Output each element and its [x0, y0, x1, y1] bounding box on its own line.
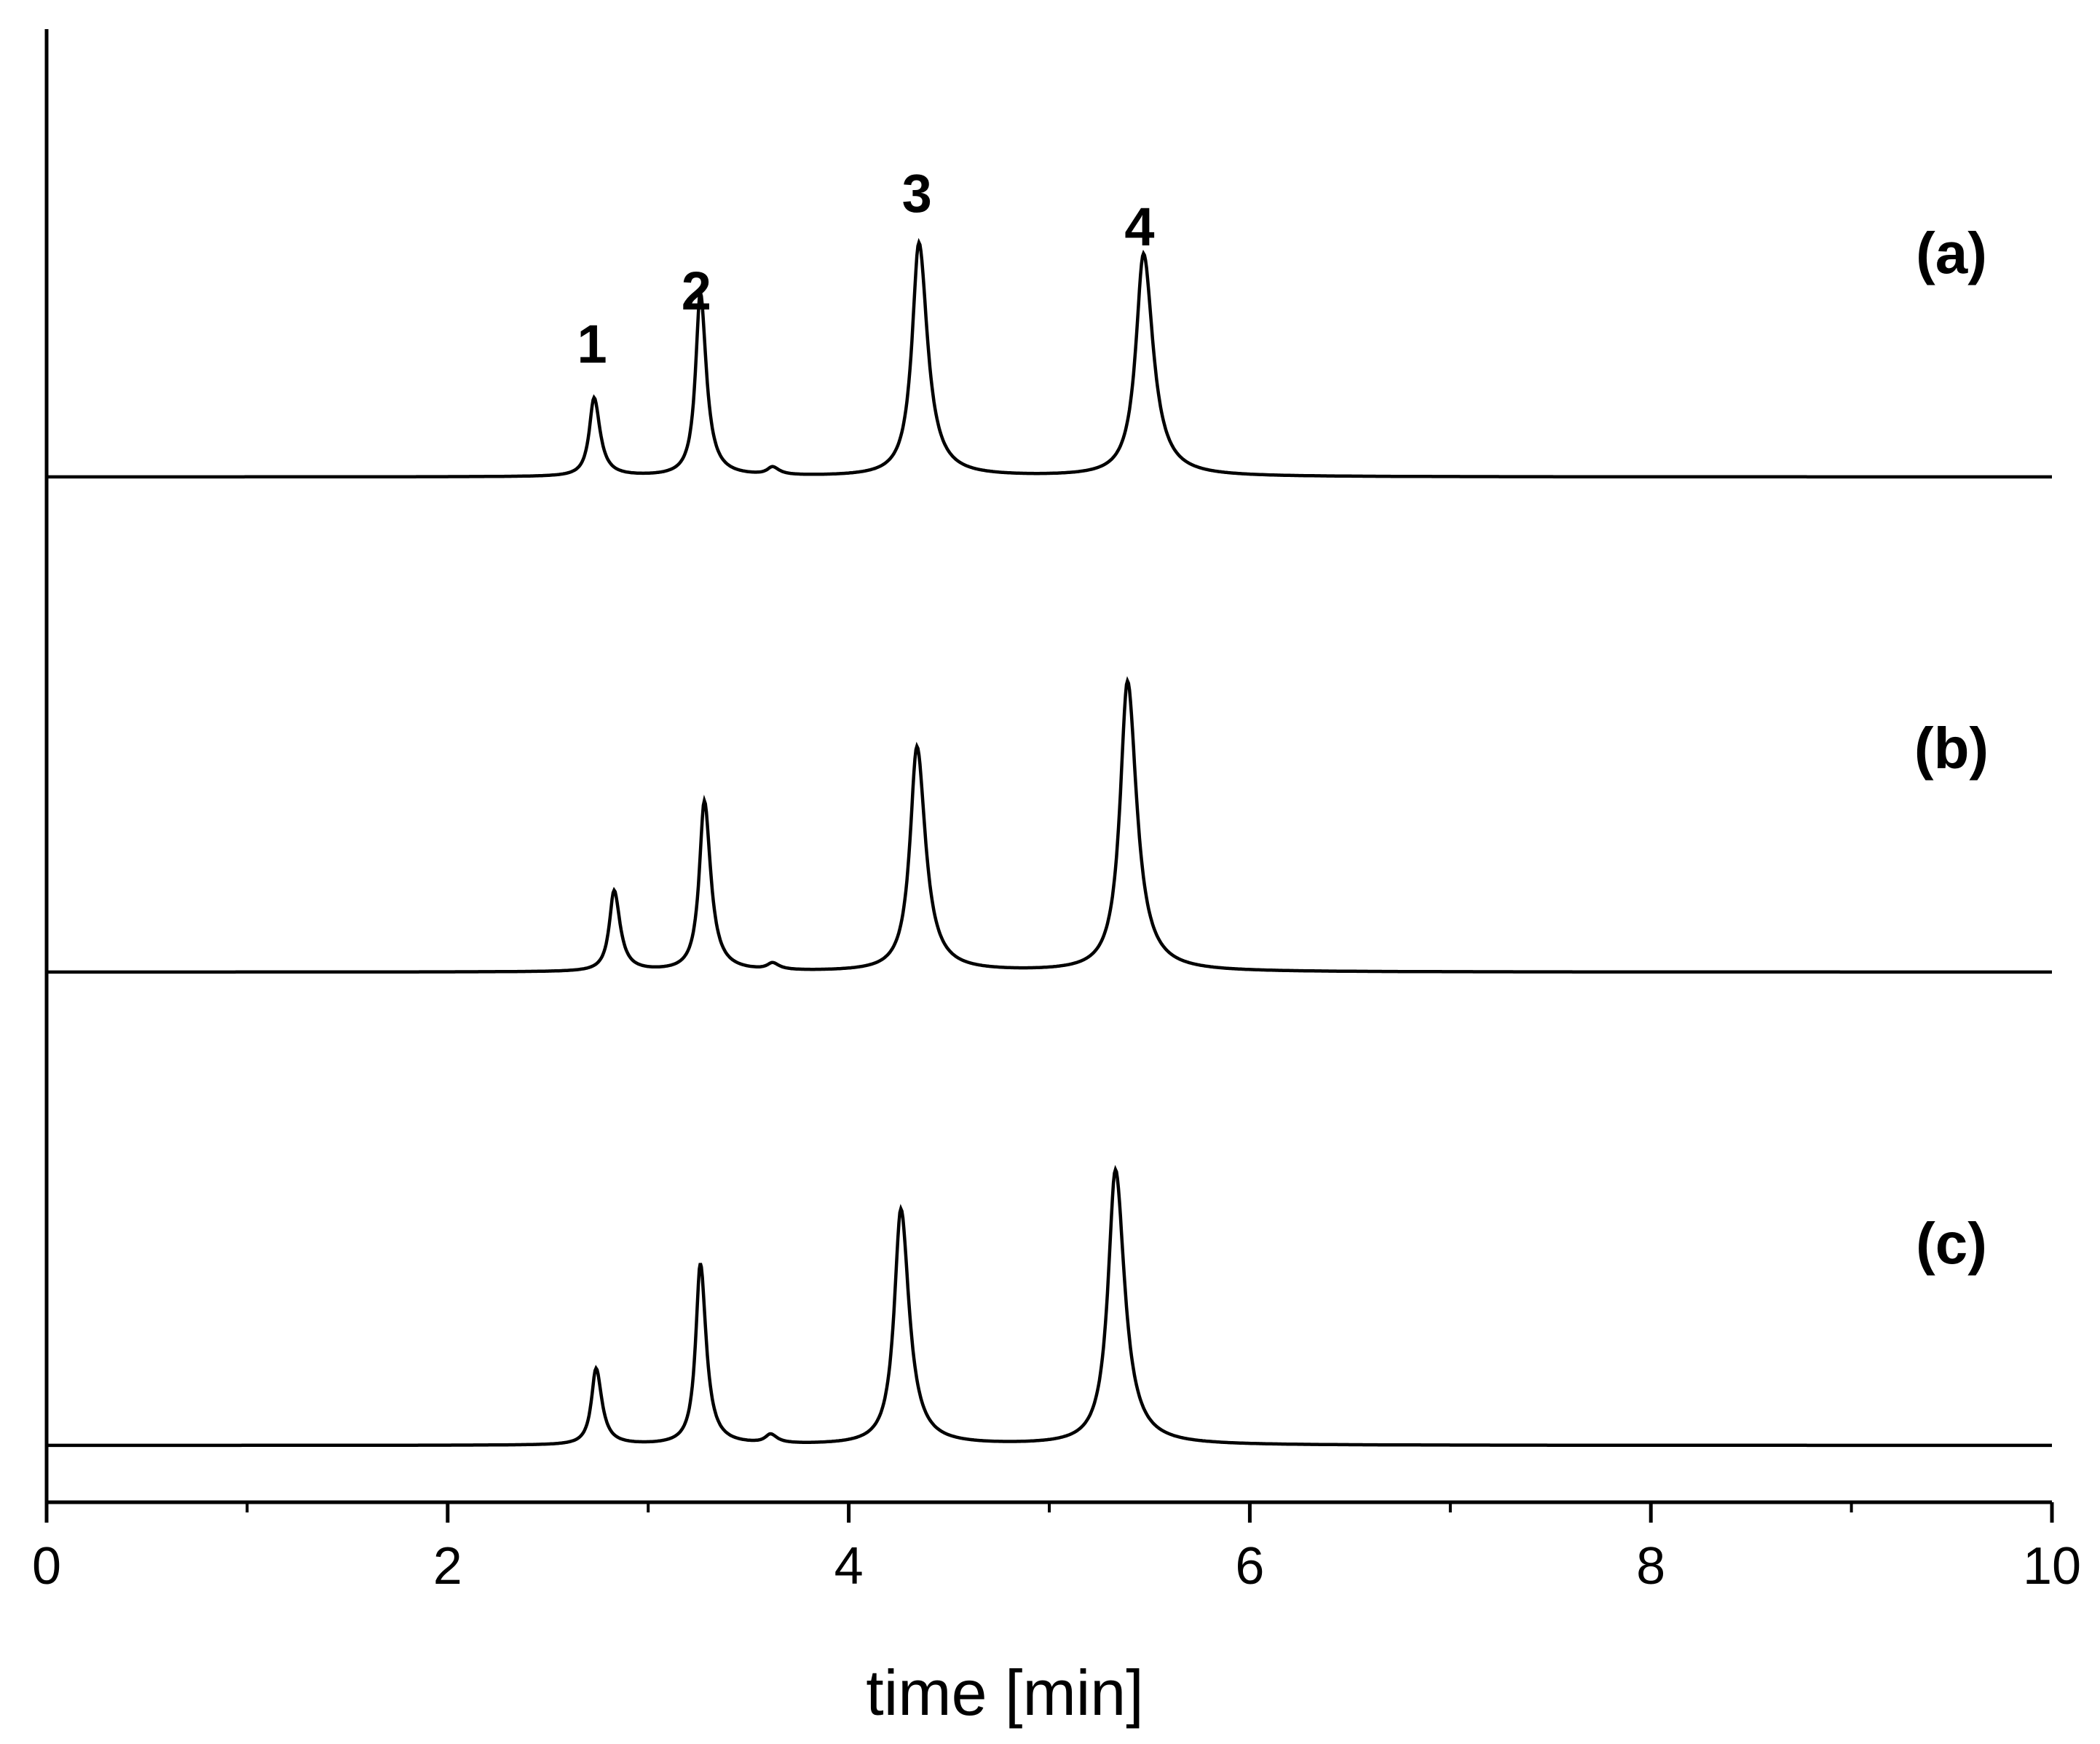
- x-tick-label: 8: [1636, 1537, 1665, 1595]
- peak-number-label: 2: [682, 261, 711, 321]
- trace-line: [47, 237, 2052, 479]
- x-axis-title: time [min]: [866, 1657, 1143, 1729]
- x-tick-label: 0: [32, 1537, 61, 1595]
- trace-label: (a): [1916, 221, 1987, 285]
- traces: [47, 237, 2052, 1448]
- x-tick-label: 2: [433, 1537, 462, 1595]
- trace-line: [47, 676, 2052, 974]
- labels: (a) (b) (c) 1 2 3 4: [577, 163, 1989, 1276]
- trace-label: (b): [1914, 716, 1989, 781]
- peak-number-label: 1: [577, 314, 607, 374]
- peak-number-label: 3: [902, 163, 932, 224]
- x-tick-label: 6: [1235, 1537, 1264, 1595]
- trace-label: (c): [1916, 1211, 1987, 1276]
- x-tick-label: 4: [834, 1537, 864, 1595]
- x-tick-label: 10: [2023, 1537, 2081, 1595]
- axes: 0 2 4 6 8 10: [32, 29, 2081, 1595]
- trace-line: [47, 1164, 2052, 1448]
- peak-number-label: 4: [1124, 197, 1154, 257]
